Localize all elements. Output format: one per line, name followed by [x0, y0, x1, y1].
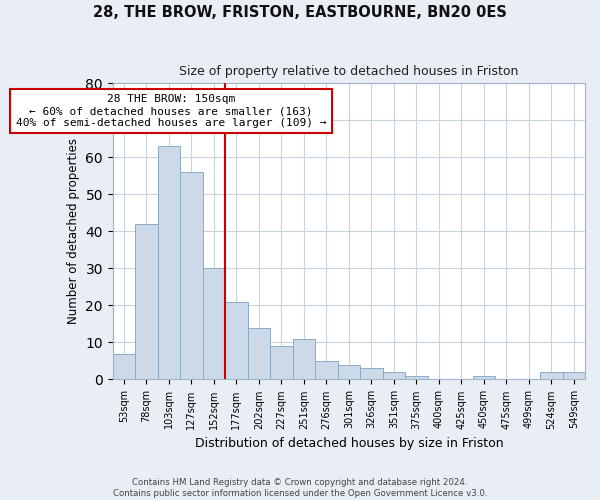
Bar — [383, 372, 405, 380]
Bar — [113, 354, 135, 380]
Text: 28, THE BROW, FRISTON, EASTBOURNE, BN20 0ES: 28, THE BROW, FRISTON, EASTBOURNE, BN20 … — [93, 5, 507, 20]
Title: Size of property relative to detached houses in Friston: Size of property relative to detached ho… — [179, 65, 518, 78]
Bar — [338, 364, 360, 380]
Bar — [473, 376, 495, 380]
Bar — [225, 302, 248, 380]
Bar — [293, 338, 315, 380]
Bar — [158, 146, 180, 380]
Bar — [315, 361, 338, 380]
Y-axis label: Number of detached properties: Number of detached properties — [67, 138, 80, 324]
Text: Contains HM Land Registry data © Crown copyright and database right 2024.
Contai: Contains HM Land Registry data © Crown c… — [113, 478, 487, 498]
Bar — [180, 172, 203, 380]
Bar — [563, 372, 585, 380]
Bar — [360, 368, 383, 380]
Text: 28 THE BROW: 150sqm
← 60% of detached houses are smaller (163)
40% of semi-detac: 28 THE BROW: 150sqm ← 60% of detached ho… — [16, 94, 326, 128]
Bar — [270, 346, 293, 380]
Bar — [135, 224, 158, 380]
Bar — [203, 268, 225, 380]
Bar — [540, 372, 563, 380]
X-axis label: Distribution of detached houses by size in Friston: Distribution of detached houses by size … — [194, 437, 503, 450]
Bar — [248, 328, 270, 380]
Bar — [405, 376, 428, 380]
